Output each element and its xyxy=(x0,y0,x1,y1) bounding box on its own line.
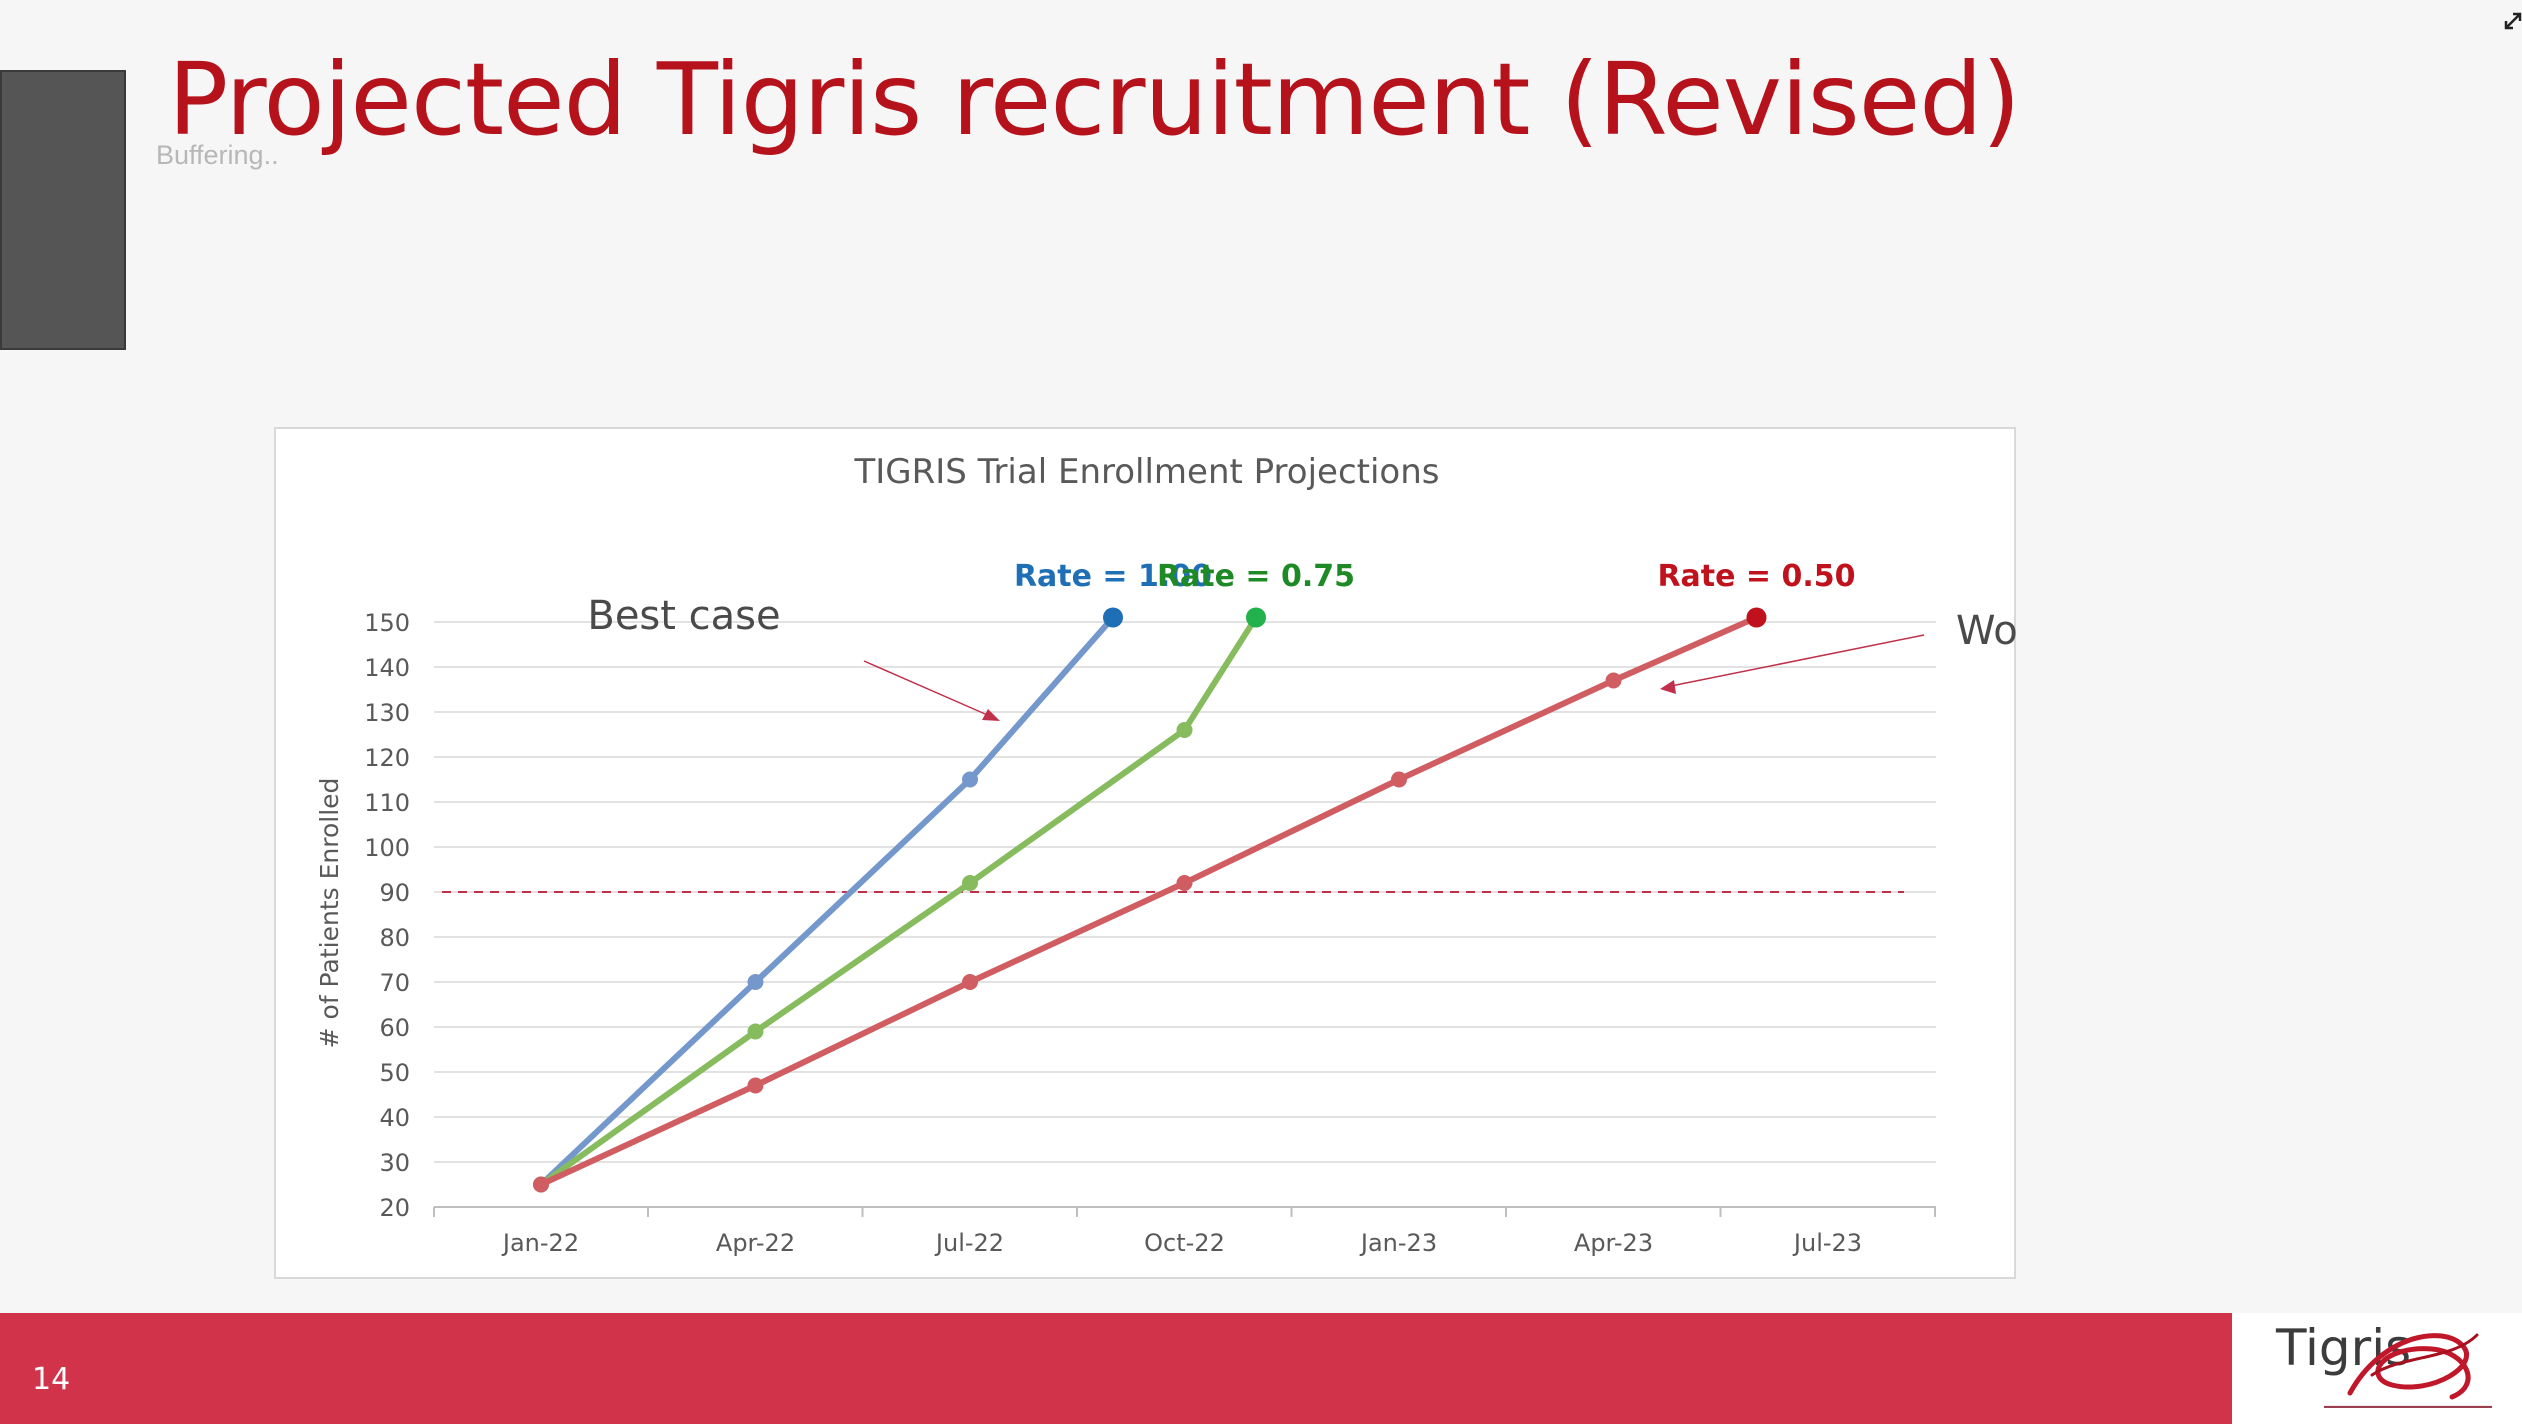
annotation-arrow xyxy=(1665,634,1925,688)
series-line xyxy=(538,614,1116,1188)
y-tick-label: 120 xyxy=(364,744,410,772)
data-point xyxy=(1746,607,1767,628)
data-point xyxy=(747,1077,764,1094)
series-line xyxy=(538,614,1760,1188)
annotation-arrowhead xyxy=(1660,680,1676,694)
data-point xyxy=(1391,771,1407,788)
data-point xyxy=(1176,722,1193,738)
series-label: Rate = 1.00 xyxy=(1014,559,1212,594)
x-tick-label: Jan-23 xyxy=(1359,1229,1437,1257)
data-point xyxy=(1176,875,1193,891)
chart-title: TIGRIS Trial Enrollment Projections xyxy=(854,452,1440,492)
video-thumbnail-placeholder xyxy=(0,70,126,350)
footer-bar xyxy=(0,1313,2232,1424)
data-point xyxy=(962,875,978,891)
y-tick-label: 130 xyxy=(364,699,410,727)
y-tick-label: 30 xyxy=(379,1149,410,1177)
buffering-indicator: Buffering.. xyxy=(156,140,279,170)
annotation-best-case: Best case xyxy=(587,593,780,639)
x-tick-label: Jul-23 xyxy=(1792,1229,1862,1257)
page-number: 14 xyxy=(32,1362,71,1397)
y-tick-label: 80 xyxy=(379,924,410,952)
annotation-arrowhead xyxy=(982,709,1000,721)
series-label: Rate = 0.75 xyxy=(1157,559,1355,594)
data-point xyxy=(962,974,978,990)
annotation-worst-case: Worst case xyxy=(1956,608,2018,654)
slide-title: Projected Tigris recruitment (Revised) xyxy=(168,41,2021,158)
series-label: Rate = 0.50 xyxy=(1657,559,1855,594)
y-tick-label: 90 xyxy=(379,879,410,907)
data-point xyxy=(747,974,764,990)
enrollment-projection-chart: TIGRIS Trial Enrollment Projections 20 30 4… xyxy=(315,452,2018,1257)
expand-arrows-icon[interactable] xyxy=(2504,12,2522,30)
y-tick-label: 140 xyxy=(364,654,410,682)
data-point xyxy=(533,1176,549,1193)
y-tick-label: 60 xyxy=(379,1014,410,1042)
x-tick-label: Oct-22 xyxy=(1144,1229,1225,1257)
y-tick-label: 50 xyxy=(379,1059,410,1087)
data-point xyxy=(1103,607,1123,628)
y-tick-label: 40 xyxy=(379,1104,410,1132)
company-logo: Tigris ▬▬▬▬▬▬▬▬▬▬▬▬▬▬▬▬▬▬▬▬▬▬▬▬ xyxy=(2232,1313,2522,1424)
y-tick-label: 100 xyxy=(364,834,410,862)
chart-container: TIGRIS Trial Enrollment Projections 20 30 4… xyxy=(274,427,2018,1279)
tigris-swirl-logo-icon xyxy=(2347,1333,2479,1400)
data-point xyxy=(1605,672,1622,689)
y-tick-label: 20 xyxy=(379,1194,410,1222)
logo-tagline: ▬▬▬▬▬▬▬▬▬▬▬▬▬▬▬▬▬▬▬▬▬▬▬▬ xyxy=(2324,1403,2492,1410)
data-point xyxy=(962,771,978,788)
y-tick-label: 150 xyxy=(364,609,410,637)
x-tick-label: Jan-22 xyxy=(501,1229,579,1257)
annotation-arrow xyxy=(863,660,993,718)
x-tick-label: Jul-22 xyxy=(934,1229,1004,1257)
data-point xyxy=(1246,607,1266,628)
y-tick-label: 110 xyxy=(364,789,410,817)
x-tick-label: Apr-23 xyxy=(1574,1229,1653,1257)
x-tick-label: Apr-22 xyxy=(716,1229,795,1257)
data-point xyxy=(747,1023,764,1040)
y-axis-label: # of Patients Enrolled xyxy=(315,778,344,1049)
y-tick-label: 70 xyxy=(379,969,410,997)
